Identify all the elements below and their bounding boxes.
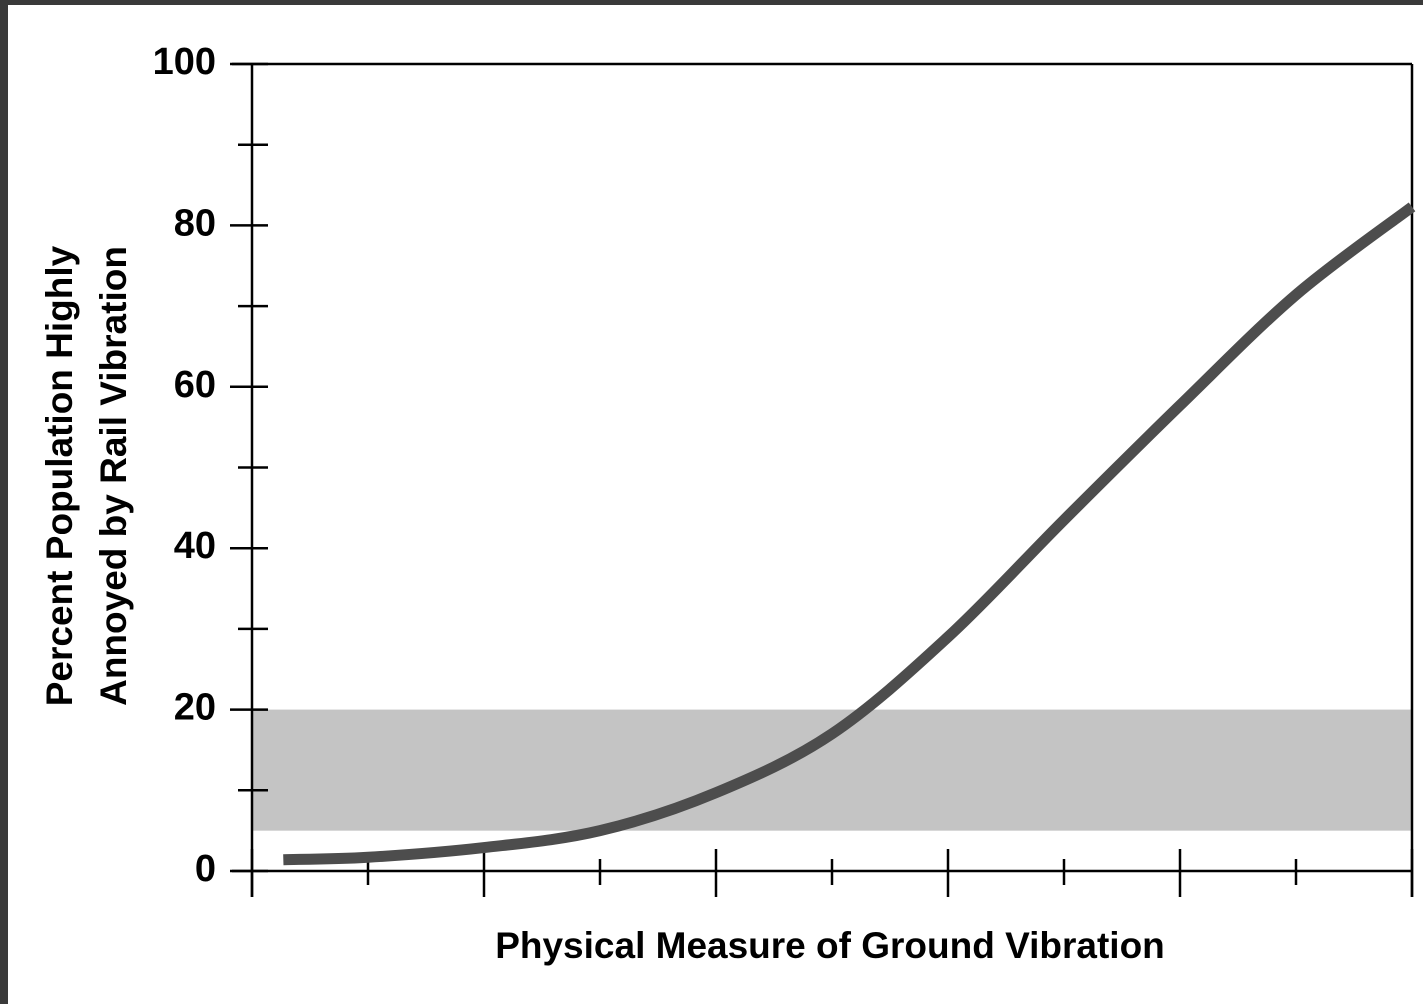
x-axis-title: Physical Measure of Ground Vibration — [495, 925, 1165, 966]
background — [8, 5, 1423, 1004]
y-tick-label: 100 — [153, 41, 216, 83]
curve — [283, 202, 1416, 866]
y-axis-title: Annoyed by Rail Vibration — [93, 246, 134, 706]
y-tick-label: 60 — [174, 364, 216, 406]
y-tick-label: 40 — [174, 525, 216, 567]
y-axis-title: Percent Population Highly — [39, 245, 80, 706]
y-tick-label: 0 — [195, 848, 216, 890]
y-tick-label: 20 — [174, 687, 216, 729]
y-tick-label: 80 — [174, 202, 216, 244]
